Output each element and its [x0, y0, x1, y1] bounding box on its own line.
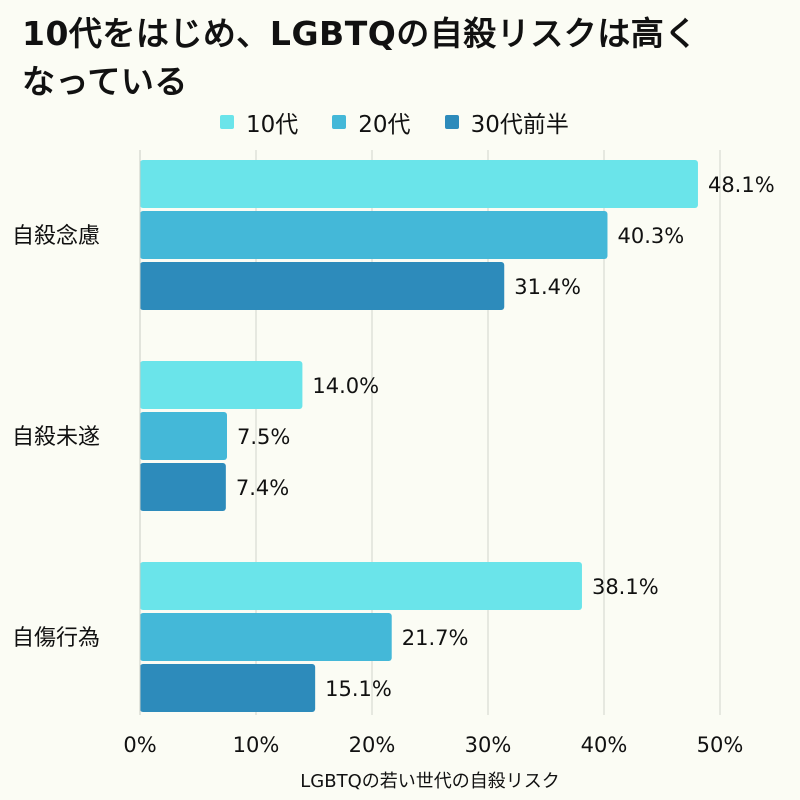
- legend-label-20s: 20代: [358, 112, 411, 138]
- legend-item-early-30s: 30代前半: [444, 105, 569, 139]
- x-axis-title: LGBTQの若い世代の自殺リスク: [300, 771, 560, 792]
- bar-1-series-1: [140, 160, 698, 208]
- bar-3-series-1: [140, 562, 582, 610]
- legend-item-20s: 20代: [332, 105, 411, 139]
- value-label-2-series-3: 7.4%: [236, 476, 289, 500]
- value-label-3-series-3: 15.1%: [325, 677, 392, 701]
- value-label-1-series-2: 40.3%: [617, 224, 684, 248]
- bar-2-series-1: [140, 361, 303, 409]
- legend-swatch-early-30s: [444, 115, 459, 129]
- bar-2-series-2: [140, 412, 227, 460]
- value-label-3-series-1: 38.1%: [592, 575, 659, 599]
- value-label-1-series-1: 48.1%: [708, 173, 775, 197]
- x-tick-label-5: 50%: [697, 733, 744, 757]
- value-label-2-series-2: 7.5%: [237, 425, 290, 449]
- bar-3-series-2: [140, 613, 392, 661]
- chart-legend: 10代 20代 30代前半: [220, 105, 569, 139]
- x-tick-label-0: 0%: [123, 733, 156, 757]
- bar-3-series-3: [140, 664, 316, 712]
- legend-swatch-10s: [220, 115, 234, 129]
- chart-title-line-1: 10代をはじめ、LGBTQの自殺リスクは高く: [22, 14, 698, 53]
- x-tick-label-2: 20%: [349, 733, 396, 757]
- x-tick-label-1: 10%: [233, 733, 280, 757]
- legend-label-10s: 10代: [246, 112, 299, 138]
- x-tick-label-4: 40%: [581, 733, 628, 757]
- value-label-2-series-1: 14.0%: [312, 374, 379, 398]
- bar-1-series-2: [140, 211, 608, 259]
- x-tick-label-3: 30%: [465, 733, 512, 757]
- value-label-1-series-3: 31.4%: [514, 275, 581, 299]
- bar-2-series-3: [140, 463, 226, 511]
- bar-1-series-3: [140, 262, 505, 310]
- chart-title: 10代をはじめ、LGBTQの自殺リスクは高く なっている: [22, 10, 782, 106]
- legend-swatch-20s: [332, 115, 347, 129]
- category-label-3: 自傷行為: [12, 626, 100, 651]
- legend-item-10s: 10代: [220, 105, 298, 139]
- category-label-1: 自殺念慮: [12, 224, 100, 249]
- legend-label-early-30s: 30代前半: [470, 112, 569, 138]
- chart-title-line-2: なっている: [22, 62, 188, 101]
- value-label-3-series-2: 21.7%: [402, 626, 469, 650]
- category-label-2: 自殺未遂: [12, 425, 100, 450]
